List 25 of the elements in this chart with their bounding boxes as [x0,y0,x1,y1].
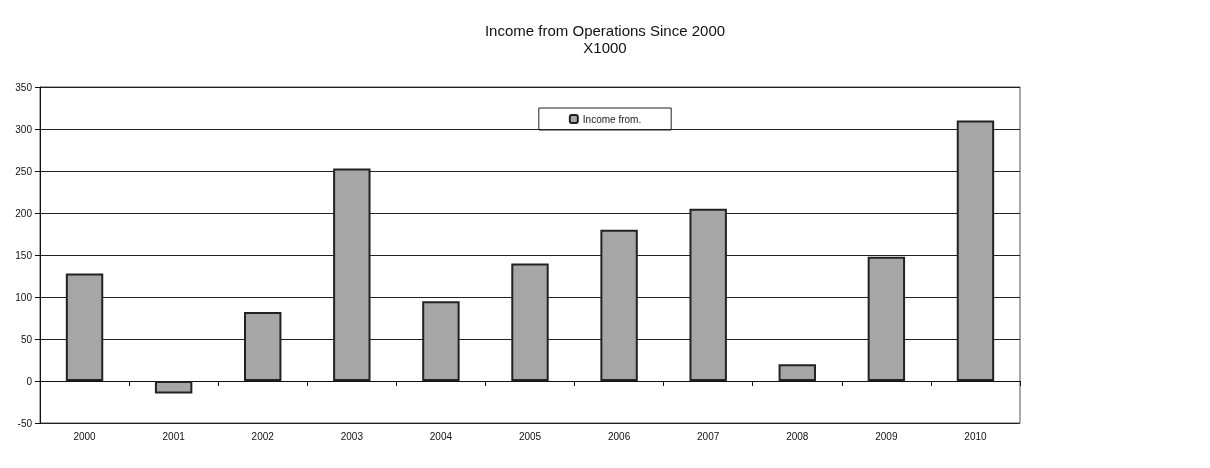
y-tick-label: 300 [15,123,33,135]
x-tick-label: 2004 [429,430,453,442]
chart-subtitle: X1000 [583,39,627,56]
bar [154,381,193,394]
y-tick-label: -50 [17,417,33,429]
legend-label: Income from. [582,113,642,125]
y-tick-label: 0 [26,375,33,387]
y-tick-label: 250 [15,165,33,177]
x-tick-label: 2002 [251,430,275,442]
x-tick-label: 2007 [697,430,720,442]
y-tick-label: 200 [15,207,33,219]
y-tick-label: 50 [20,333,33,345]
chart-title: Income from Operations Since 2000 [484,22,726,39]
x-tick-label: 2009 [875,430,898,442]
x-tick-label: 2003 [340,430,364,442]
y-tick-label: 350 [15,81,33,93]
x-tick-label: 2001 [162,430,186,442]
bar [778,364,816,381]
x-tick-label: 2000 [73,430,97,442]
y-tick-label: 100 [15,291,33,303]
y-tick-label: 150 [15,249,33,261]
x-tick-label: 2010 [964,430,988,442]
x-tick-label: 2008 [786,430,809,442]
x-tick-label: 2006 [607,430,631,442]
x-tick-label: 2005 [518,430,542,442]
